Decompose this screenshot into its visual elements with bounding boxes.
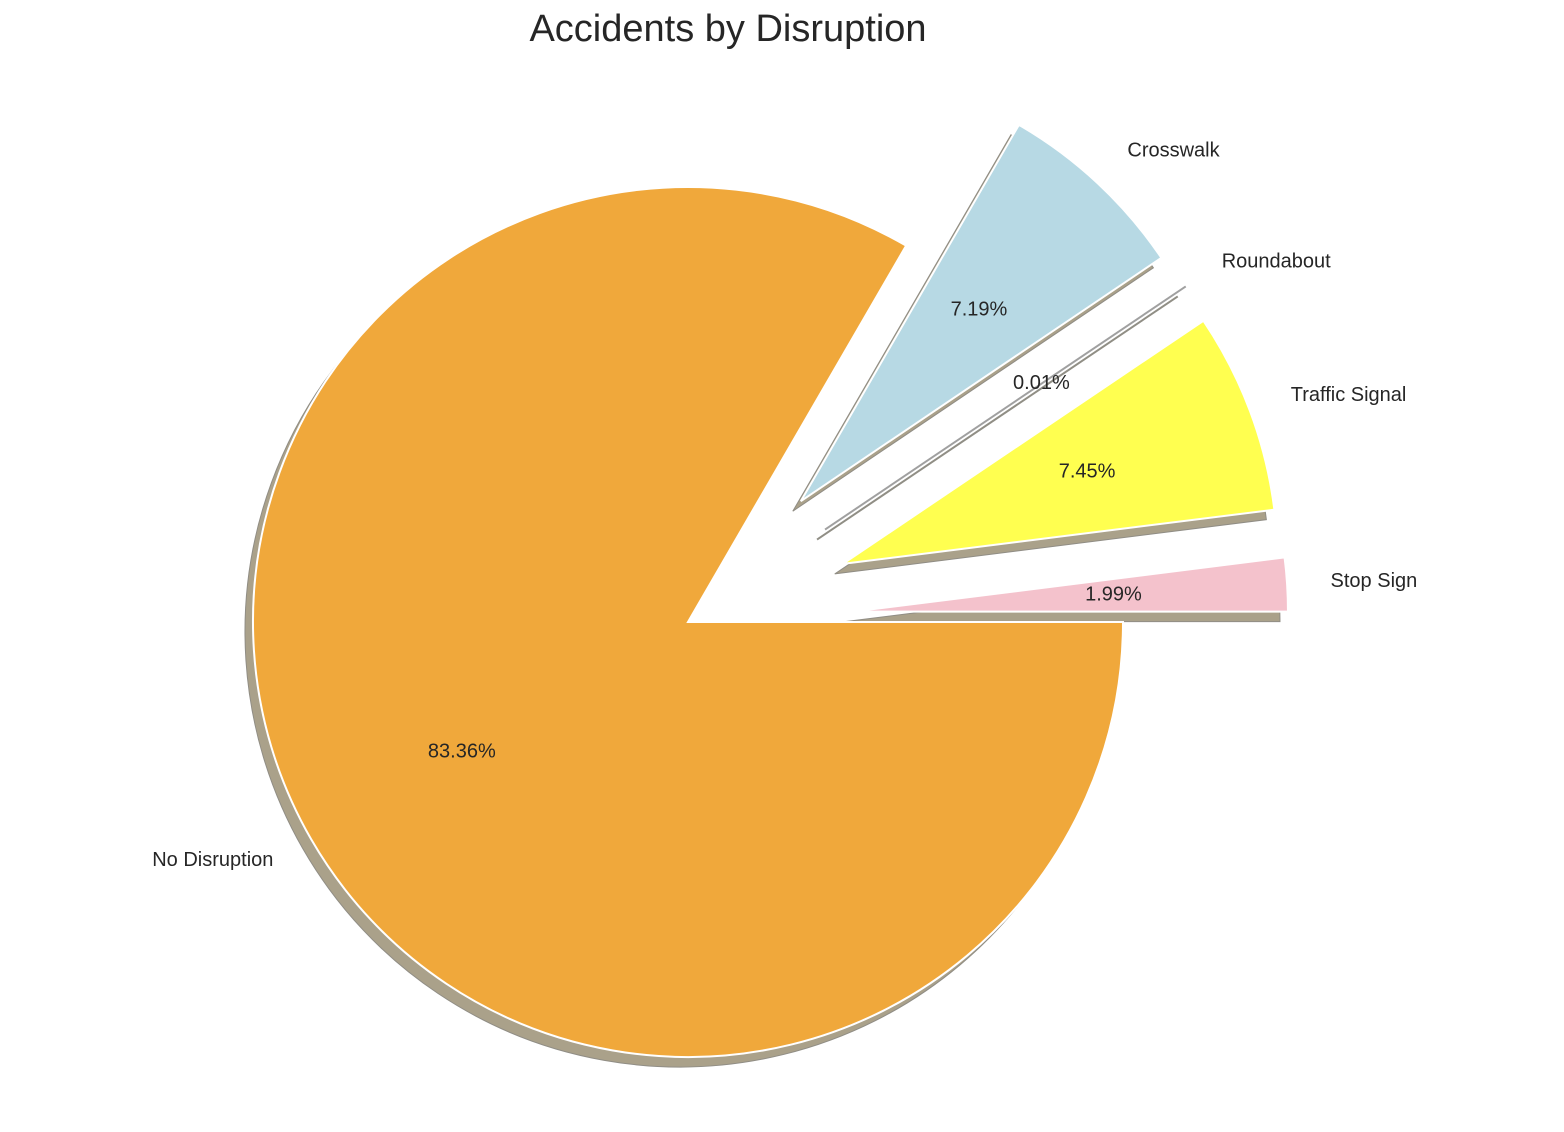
pie-slice-no-disruption xyxy=(252,186,1125,1058)
pie-shadow-roundabout xyxy=(816,295,1179,541)
slice-layer xyxy=(252,123,1289,1058)
pie-slice-stop-sign xyxy=(852,556,1289,613)
pie-slice-traffic-signal xyxy=(842,319,1276,565)
slice-label-crosswalk: Crosswalk xyxy=(1127,140,1220,162)
chart-title: Accidents by Disruption xyxy=(529,8,927,50)
pct-label-traffic-signal: 7.45% xyxy=(1059,460,1116,482)
pct-label-stop-sign: 1.99% xyxy=(1085,584,1142,606)
label-layer: Stop Sign 1.99% Traffic Signal 7.45% Roundab… xyxy=(152,140,1417,871)
slice-label-no-disruption: No Disruption xyxy=(152,849,273,871)
pct-label-no-disruption: 83.36% xyxy=(428,741,496,763)
slice-label-stop-sign: Stop Sign xyxy=(1331,570,1418,592)
pie-slice-roundabout xyxy=(824,285,1187,531)
slice-label-traffic-signal: Traffic Signal xyxy=(1291,384,1407,406)
pct-label-roundabout: 0.01% xyxy=(1013,372,1070,394)
pct-label-crosswalk: 7.19% xyxy=(951,299,1008,321)
slice-label-roundabout: Roundabout xyxy=(1222,250,1331,272)
pie-slice-crosswalk xyxy=(799,123,1163,503)
